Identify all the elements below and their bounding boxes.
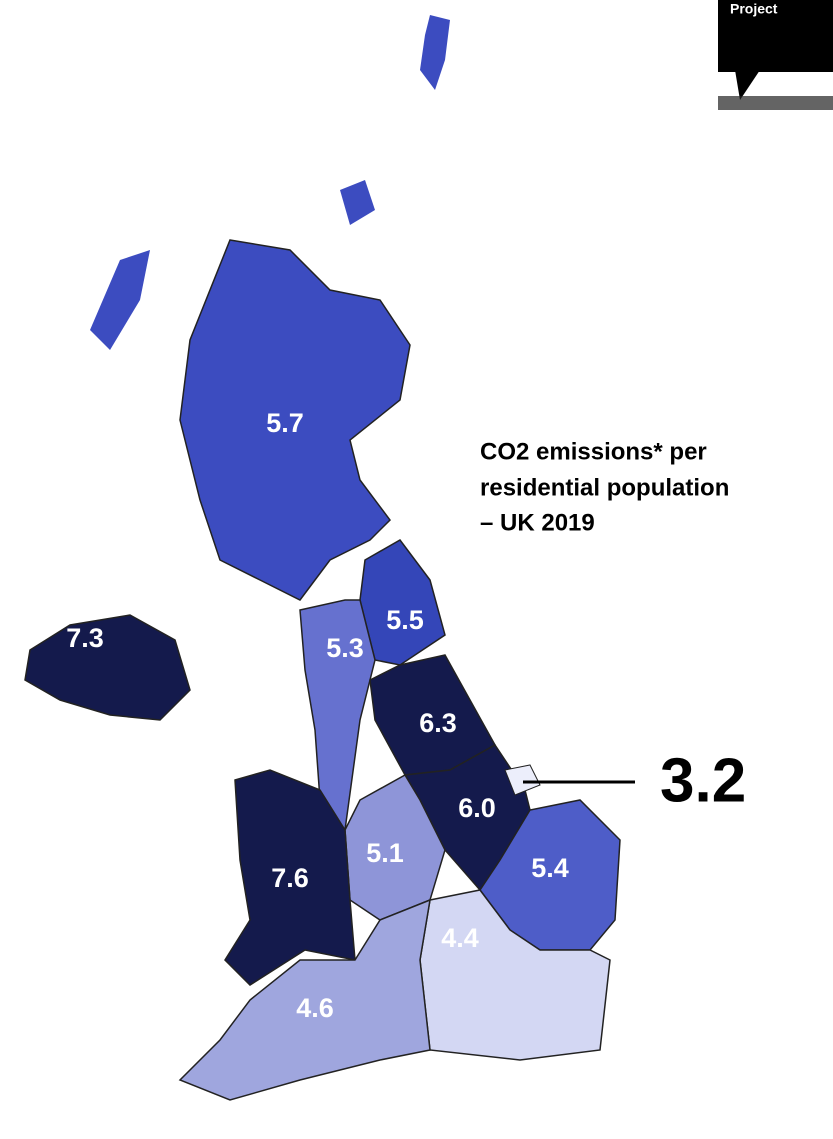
region	[359, 539, 446, 666]
region-label: 4.4	[441, 923, 479, 953]
region	[179, 239, 411, 601]
region-label: 6.0	[458, 793, 496, 823]
callout-label: 3.2	[660, 746, 746, 815]
logo: Project	[718, 0, 833, 110]
orkney	[340, 180, 375, 225]
region	[344, 773, 446, 921]
islands	[90, 15, 450, 350]
region	[178, 898, 431, 1101]
title-line: residential population	[480, 474, 729, 501]
region-label: 5.7	[266, 408, 304, 438]
logo-text: Project	[730, 1, 778, 17]
logo-people	[718, 96, 833, 110]
region	[299, 599, 376, 832]
region-label: 5.5	[386, 605, 424, 635]
region-label: 6.3	[419, 708, 457, 738]
title-line: – UK 2019	[480, 509, 595, 536]
region-label: 7.6	[271, 863, 309, 893]
shetland	[420, 15, 450, 90]
logo-box	[718, 0, 833, 72]
title-line: CO2 emissions* per	[480, 438, 707, 465]
region-label: 5.3	[326, 633, 364, 663]
london	[504, 764, 541, 796]
region	[224, 769, 356, 986]
region-label: 7.3	[66, 623, 104, 653]
region-label: 5.4	[531, 853, 569, 883]
region	[24, 614, 191, 721]
hebrides	[90, 250, 150, 350]
logo-pointer	[735, 70, 760, 100]
region-label: 4.6	[296, 993, 334, 1023]
region-label: 5.1	[366, 838, 404, 868]
